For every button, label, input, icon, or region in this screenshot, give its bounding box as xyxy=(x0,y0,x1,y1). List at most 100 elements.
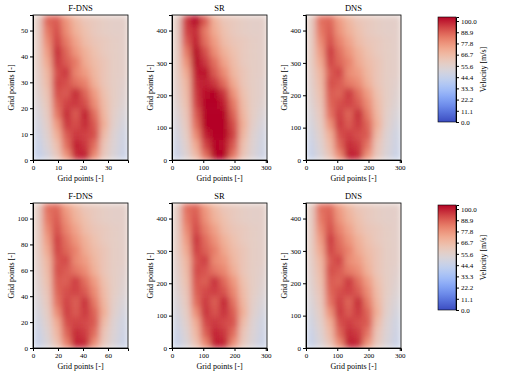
cell xyxy=(229,56,239,67)
cell xyxy=(335,338,345,348)
cell xyxy=(210,25,220,36)
tick: 100 xyxy=(199,348,210,360)
cell xyxy=(382,77,392,88)
cell xyxy=(316,77,326,88)
tick-mark xyxy=(266,348,267,351)
tick: 30 xyxy=(21,79,33,87)
tick: 300 xyxy=(395,348,406,360)
cell xyxy=(354,265,364,276)
tick-label: 50 xyxy=(21,27,29,35)
tick: 11.1 xyxy=(456,108,473,116)
panel-title: SR xyxy=(214,3,225,13)
cell xyxy=(33,255,43,266)
cell xyxy=(382,25,392,36)
cell xyxy=(33,36,43,47)
y-axis: 01020304050 xyxy=(21,16,34,165)
cell xyxy=(52,265,62,276)
cell xyxy=(182,46,192,57)
tick-mark xyxy=(303,219,306,220)
tick-mark xyxy=(456,111,459,112)
cell xyxy=(344,88,354,99)
tick-label: 200 xyxy=(364,352,375,360)
cell xyxy=(248,67,258,78)
cell xyxy=(62,296,72,307)
tick-label: 10 xyxy=(21,131,29,139)
tick-mark xyxy=(108,160,109,163)
cell xyxy=(316,327,326,338)
cell xyxy=(325,108,335,119)
cell xyxy=(258,203,268,214)
cell xyxy=(306,139,316,150)
cell xyxy=(382,56,392,67)
cell xyxy=(191,15,201,26)
cell xyxy=(220,15,230,26)
cell xyxy=(191,224,201,235)
cell xyxy=(373,276,383,287)
cell xyxy=(52,203,62,214)
frame xyxy=(306,203,401,348)
cell xyxy=(363,46,373,57)
tick-mark xyxy=(400,160,401,163)
cell xyxy=(325,286,335,297)
cell xyxy=(182,234,192,245)
cell xyxy=(210,36,220,47)
cell xyxy=(90,108,100,119)
cell xyxy=(258,327,268,338)
cell xyxy=(191,255,201,266)
cell xyxy=(52,234,62,245)
cell xyxy=(182,265,192,276)
cell xyxy=(90,25,100,36)
tick-mark xyxy=(169,348,172,349)
tick-label: 200 xyxy=(291,92,302,100)
frame xyxy=(172,203,267,348)
cell xyxy=(71,255,81,266)
cell xyxy=(81,296,91,307)
cell xyxy=(52,255,62,266)
cell xyxy=(109,36,119,47)
cell xyxy=(71,265,81,276)
cell xyxy=(316,15,326,26)
cell xyxy=(239,286,249,297)
cell xyxy=(363,317,373,328)
cell xyxy=(373,119,383,130)
cell xyxy=(81,286,91,297)
cell xyxy=(325,224,335,235)
cell xyxy=(172,255,182,266)
tick-mark xyxy=(30,31,33,32)
cell xyxy=(182,317,192,328)
cell xyxy=(229,317,239,328)
colorbar-title: Velocity [m/s] xyxy=(479,46,488,92)
cell xyxy=(33,276,43,287)
tick: 400 xyxy=(157,215,173,223)
cell xyxy=(182,307,192,318)
cell xyxy=(33,234,43,245)
cell xyxy=(335,203,345,214)
cell xyxy=(382,46,392,57)
cell xyxy=(392,296,402,307)
cell xyxy=(201,338,211,348)
cell xyxy=(201,244,211,255)
cell xyxy=(172,25,182,36)
cell xyxy=(306,46,316,57)
panel: 010203001020304050F-DNSGrid points [-]Gr… xyxy=(7,3,129,183)
cell xyxy=(71,203,81,214)
cell xyxy=(62,119,72,130)
cell xyxy=(392,265,402,276)
cell xyxy=(220,213,230,224)
cell xyxy=(248,296,258,307)
cell xyxy=(382,307,392,318)
cell xyxy=(392,98,402,109)
cell xyxy=(392,150,402,160)
tick: 200 xyxy=(157,92,173,100)
cell xyxy=(172,307,182,318)
tick-label: 0.0 xyxy=(461,119,470,127)
cell xyxy=(109,327,119,338)
cell xyxy=(119,88,129,99)
tick-mark xyxy=(235,348,236,351)
colorbar-gradient xyxy=(438,205,456,310)
cell xyxy=(335,224,345,235)
cell xyxy=(90,265,100,276)
tick-mark xyxy=(30,160,33,161)
tick: 300 xyxy=(157,248,173,256)
cell xyxy=(316,244,326,255)
